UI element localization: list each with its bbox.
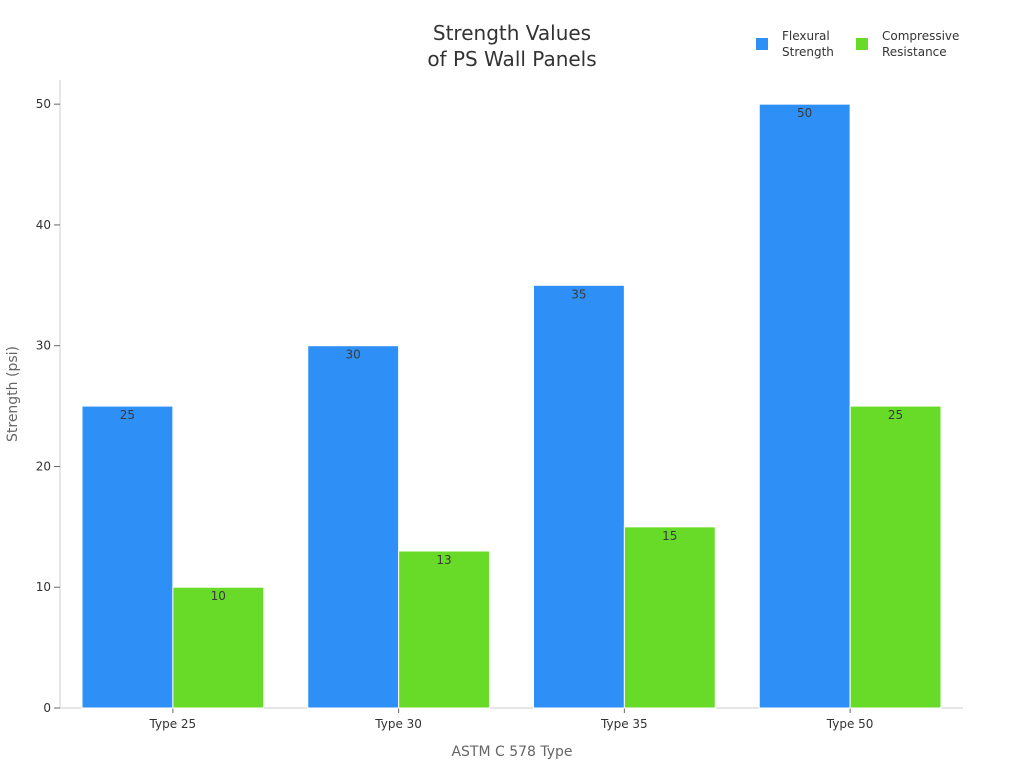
bar-value-label-compressive-resistance-type-25: 10 [211, 589, 226, 603]
y-tick-label: 30 [36, 339, 51, 353]
axes: 0 10 20 30 40 50 Type 25 Type 30 Type 35 Type 50 [36, 80, 963, 731]
bar-value-label-flexural-strength-type-35: 35 [571, 287, 586, 301]
legend-item-flexural-strength[interactable]: Flexural Strength [756, 28, 834, 60]
y-axis-title: Strength (psi) [5, 346, 21, 442]
y-tick-label: 10 [36, 580, 51, 594]
bar-value-label-flexural-strength-type-25: 25 [120, 408, 135, 422]
bar-value-label-compressive-resistance-type-35: 15 [662, 529, 677, 543]
bar-compressive-resistance-type-25[interactable] [172, 586, 265, 709]
bar-compressive-resistance-type-30[interactable] [398, 550, 490, 709]
bar-flexural-strength-type-30[interactable] [307, 345, 400, 709]
legend-label-compressive-resistance: Compressive Resistance [882, 29, 960, 59]
chart-title: Strength Values of PS Wall Panels [312, 20, 712, 72]
bar-compressive-resistance-type-50[interactable] [849, 405, 942, 709]
chart-title-line-2: of PS Wall Panels [427, 47, 597, 71]
bar-flexural-strength-type-50[interactable] [758, 103, 851, 709]
legend-swatch-flexural-strength [756, 38, 768, 50]
y-tick-label: 40 [36, 218, 51, 232]
x-tick-label-type-30: Type 30 [374, 717, 422, 731]
bar-value-label-flexural-strength-type-30: 30 [346, 348, 361, 362]
x-tick-label-type-35: Type 35 [600, 717, 648, 731]
legend-label-flexural-strength: Flexural Strength [782, 29, 834, 59]
x-tick-label-type-50: Type 50 [826, 717, 874, 731]
legend-swatch-compressive-resistance [856, 38, 868, 50]
bar-value-label-flexural-strength-type-50: 50 [797, 106, 812, 120]
x-axis-title: ASTM C 578 Type [451, 744, 572, 760]
y-tick-label: 0 [43, 701, 51, 715]
bar-value-label-compressive-resistance-type-30: 13 [436, 553, 451, 567]
bar-flexural-strength-type-35[interactable] [533, 284, 625, 709]
legend-item-compressive-resistance[interactable]: Compressive Resistance [856, 28, 959, 60]
bars [81, 103, 942, 709]
bar-flexural-strength-type-25[interactable] [81, 405, 174, 709]
bar-labels: 25 10 30 13 35 15 50 25 [120, 106, 903, 603]
x-tick-label-type-25: Type 25 [149, 717, 197, 731]
y-tick-label: 20 [36, 459, 51, 473]
bar-compressive-resistance-type-35[interactable] [623, 526, 716, 709]
y-tick-label: 50 [36, 97, 51, 111]
chart-title-line-1: Strength Values [432, 21, 592, 45]
bar-value-label-compressive-resistance-type-50: 25 [888, 408, 903, 422]
